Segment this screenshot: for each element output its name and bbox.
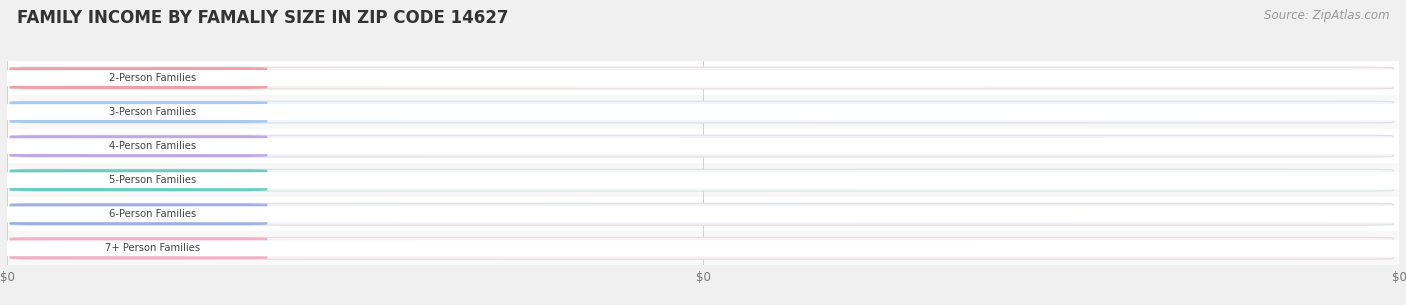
FancyBboxPatch shape	[10, 67, 1393, 89]
Text: 7+ Person Families: 7+ Person Families	[105, 243, 200, 253]
Text: Source: ZipAtlas.com: Source: ZipAtlas.com	[1264, 9, 1389, 22]
Bar	[7, 61, 1399, 95]
FancyBboxPatch shape	[10, 101, 1393, 123]
Bar	[7, 197, 1399, 231]
Text: 4-Person Families: 4-Person Families	[108, 141, 195, 151]
Ellipse shape	[0, 172, 1406, 188]
Ellipse shape	[0, 240, 1406, 257]
Text: 3-Person Families: 3-Person Families	[108, 107, 195, 117]
Text: 2-Person Families: 2-Person Families	[108, 73, 195, 83]
Ellipse shape	[0, 70, 1406, 86]
Bar	[7, 231, 1399, 265]
FancyBboxPatch shape	[10, 67, 267, 89]
Ellipse shape	[0, 104, 1406, 120]
Text: $0: $0	[242, 107, 256, 117]
FancyBboxPatch shape	[10, 169, 267, 191]
Text: $0: $0	[242, 73, 256, 83]
Text: 5-Person Families: 5-Person Families	[108, 175, 195, 185]
Bar	[7, 163, 1399, 197]
FancyBboxPatch shape	[10, 203, 267, 225]
Text: $0: $0	[242, 243, 256, 253]
FancyBboxPatch shape	[10, 203, 1393, 225]
Bar	[7, 95, 1399, 129]
Ellipse shape	[0, 138, 1406, 154]
FancyBboxPatch shape	[10, 169, 1393, 191]
Text: $0: $0	[242, 209, 256, 219]
FancyBboxPatch shape	[10, 237, 1393, 259]
Text: $0: $0	[242, 175, 256, 185]
Text: $0: $0	[242, 141, 256, 151]
Bar	[7, 129, 1399, 163]
FancyBboxPatch shape	[10, 101, 267, 123]
Text: FAMILY INCOME BY FAMALIY SIZE IN ZIP CODE 14627: FAMILY INCOME BY FAMALIY SIZE IN ZIP COD…	[17, 9, 509, 27]
FancyBboxPatch shape	[10, 135, 1393, 157]
FancyBboxPatch shape	[10, 237, 267, 259]
FancyBboxPatch shape	[10, 135, 267, 157]
Ellipse shape	[0, 206, 1406, 223]
Text: 6-Person Families: 6-Person Families	[108, 209, 195, 219]
